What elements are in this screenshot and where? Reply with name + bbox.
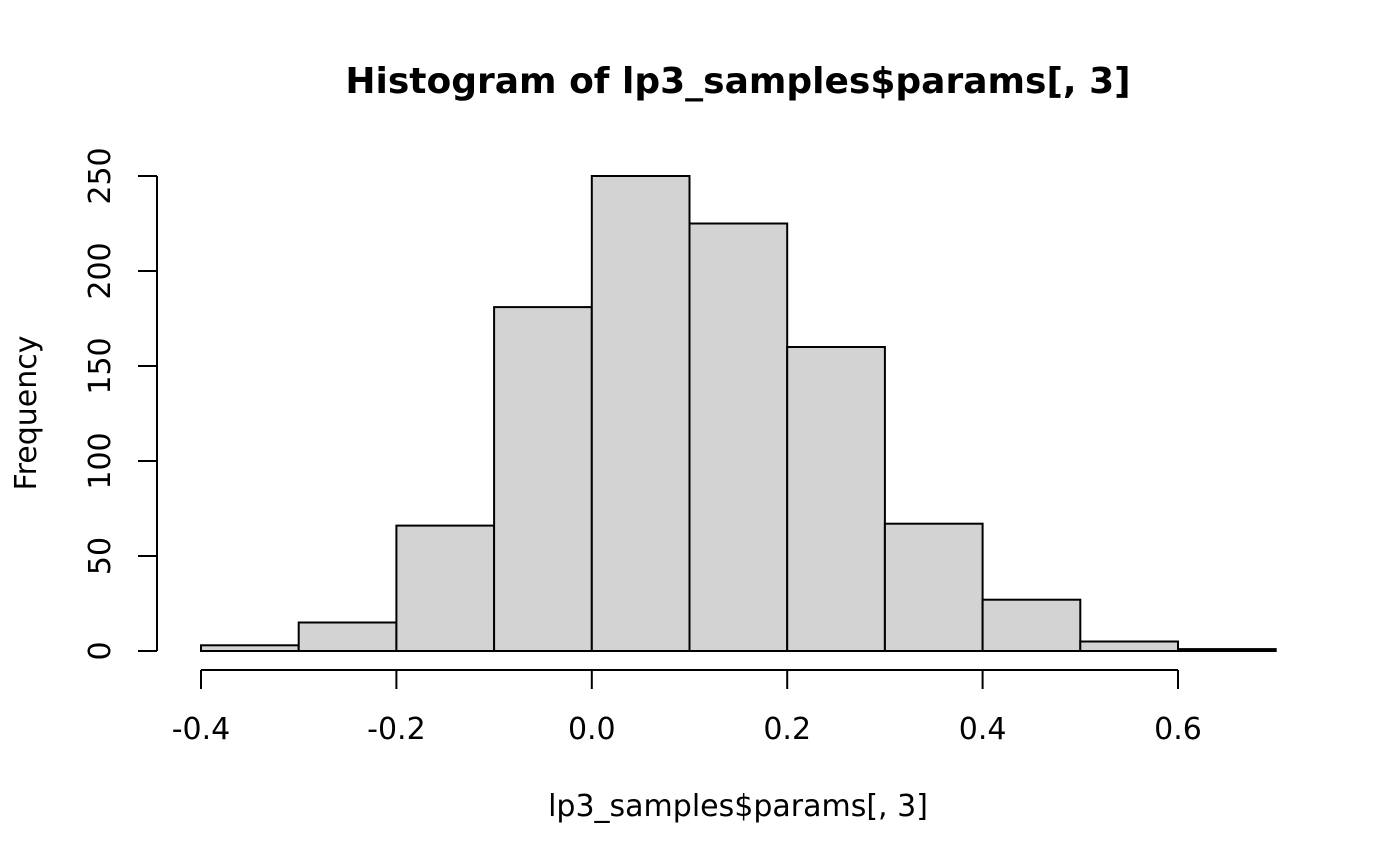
y-tick-label: 150 xyxy=(83,337,118,394)
chart-title: Histogram of lp3_samples$params[, 3] xyxy=(345,61,1130,102)
y-tick-label: 100 xyxy=(83,432,118,489)
y-tick-label: 50 xyxy=(83,537,118,575)
y-tick-label: 200 xyxy=(83,242,118,299)
x-tick-label: 0.4 xyxy=(959,712,1007,747)
x-tick-label: -0.2 xyxy=(367,712,426,747)
x-axis: -0.4 -0.2 0.0 0.2 0.4 0.6 xyxy=(172,669,1202,747)
histogram-bar xyxy=(395,524,496,652)
histogram-bar xyxy=(981,598,1082,653)
histogram-bar xyxy=(493,306,593,652)
histogram-bar xyxy=(1079,640,1180,652)
x-tick-label: 0.0 xyxy=(568,712,616,747)
histogram-bar xyxy=(297,621,398,652)
histogram-bar xyxy=(590,175,691,652)
histogram-bar xyxy=(688,222,789,652)
x-axis-label: lp3_samples$params[, 3] xyxy=(548,789,928,824)
histogram-bar xyxy=(883,522,984,653)
x-tick-label: -0.4 xyxy=(172,712,231,747)
histogram-bar xyxy=(786,346,886,652)
x-tick-label: 0.6 xyxy=(1154,712,1202,747)
x-tick-label: 0.2 xyxy=(763,712,811,747)
y-tick-label: 0 xyxy=(83,641,118,660)
y-axis-label: Frequency xyxy=(9,336,44,491)
histogram-bar xyxy=(1177,648,1277,652)
histogram-bar xyxy=(200,644,300,652)
y-axis: 0 50 100 150 200 250 xyxy=(83,147,158,661)
y-tick-label: 250 xyxy=(83,147,118,204)
bars-group xyxy=(200,175,1277,653)
